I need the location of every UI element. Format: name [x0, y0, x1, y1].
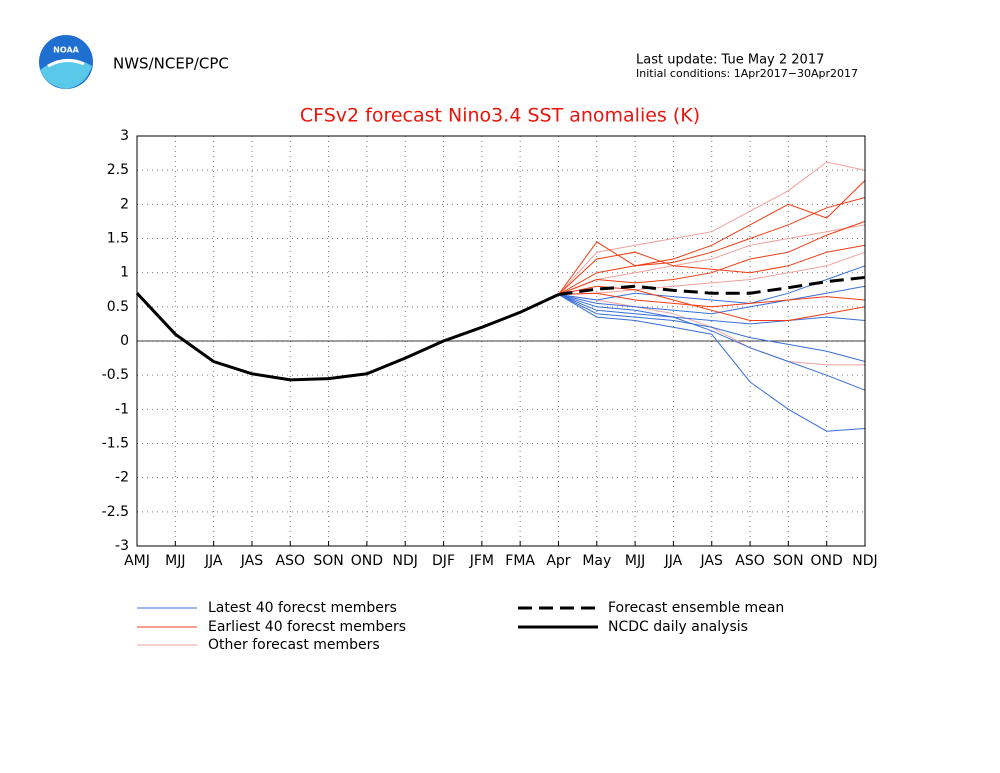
y-tick-label: 1.5 — [107, 231, 129, 247]
y-tick-label: 1 — [120, 265, 129, 281]
x-tick-label: DJF — [432, 553, 455, 569]
member-line — [558, 251, 866, 295]
y-tick-label: -0.5 — [102, 367, 129, 383]
legend-label: NCDC daily analysis — [608, 619, 748, 635]
member-line — [558, 220, 866, 295]
member-line — [558, 197, 866, 295]
legend-label: Latest 40 forecst members — [208, 600, 397, 616]
x-tick-label: FMA — [505, 553, 535, 569]
x-tick-label: JAS — [700, 553, 723, 569]
last-update: Last update: Tue May 2 2017 — [636, 53, 824, 68]
x-tick-label: JJA — [664, 553, 683, 569]
x-tick-label: OND — [811, 553, 843, 569]
y-tick-label: 0 — [120, 333, 129, 349]
x-tick-label: NDJ — [393, 553, 418, 569]
legend-label: Earliest 40 forecst members — [208, 619, 406, 635]
y-tick-label: 3 — [120, 128, 129, 144]
y-tick-label: -2 — [115, 470, 129, 486]
x-tick-label: MJJ — [165, 553, 185, 569]
y-tick-label: -1.5 — [102, 436, 129, 452]
legend-label: Other forecast members — [208, 637, 380, 653]
x-tick-label: JJA — [204, 553, 223, 569]
member-line — [558, 294, 866, 432]
x-tick-label: JAS — [240, 553, 263, 569]
member-line — [558, 180, 866, 295]
x-tick-label: MJJ — [625, 553, 645, 569]
initial-conditions: Initial conditions: 1Apr2017−30Apr2017 — [636, 67, 858, 80]
chart-title: CFSv2 forecast Nino3.4 SST anomalies (K) — [300, 105, 700, 127]
x-tick-label: ASO — [735, 553, 764, 569]
member-line — [558, 294, 866, 325]
x-tick-label: AMJ — [124, 553, 150, 569]
y-tick-label: -1 — [115, 401, 129, 417]
member-line — [558, 294, 866, 391]
member-line — [558, 285, 866, 315]
member-line — [558, 292, 866, 308]
y-tick-label: 0.5 — [107, 299, 129, 315]
y-tick-label: 2 — [120, 196, 129, 212]
member-line — [558, 294, 866, 362]
x-tick-label: OND — [351, 553, 383, 569]
plot-frame — [136, 135, 866, 547]
noaa-logo: NOAA — [39, 35, 93, 89]
legend-label: Forecast ensemble mean — [608, 600, 784, 616]
agency: NWS/NCEP/CPC — [113, 55, 229, 73]
y-tick-label: 2.5 — [107, 162, 129, 178]
x-tick-label: Apr — [546, 553, 570, 569]
y-tick-label: -3 — [115, 538, 129, 554]
x-tick-label: SON — [773, 553, 803, 569]
logo-text: NOAA — [53, 46, 79, 55]
x-tick-label: SON — [313, 553, 343, 569]
x-tick-label: ASO — [276, 553, 305, 569]
member-line — [558, 244, 866, 295]
series-line — [558, 275, 866, 296]
x-tick-label: JFM — [469, 553, 494, 569]
x-tick-label: NDJ — [852, 553, 877, 569]
member-line — [558, 224, 866, 295]
member-line — [558, 294, 865, 366]
x-tick-label: May — [582, 553, 611, 569]
series-line — [135, 292, 560, 382]
y-tick-label: -2.5 — [102, 504, 129, 520]
